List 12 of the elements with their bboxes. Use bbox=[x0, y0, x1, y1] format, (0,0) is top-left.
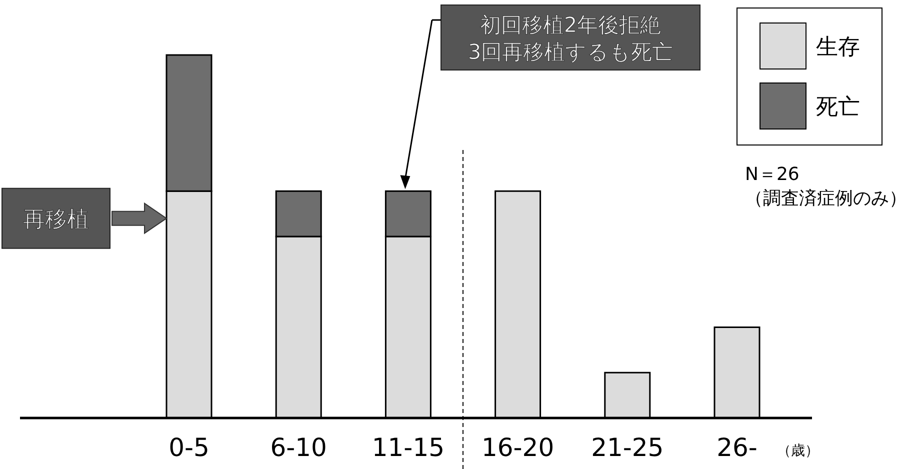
annotation: N＝26 bbox=[745, 164, 800, 185]
x-axis-title: （歳） bbox=[777, 443, 819, 459]
x-tick-label: 26- bbox=[716, 433, 758, 462]
legend-label: 死亡 bbox=[816, 95, 860, 120]
x-tick-label: 0-5 bbox=[168, 433, 210, 462]
text: 再移植 bbox=[23, 207, 89, 232]
x-tick-label: 6-10 bbox=[270, 433, 327, 462]
x-tick-label: 16-20 bbox=[481, 433, 554, 462]
legend-label: 生存 bbox=[816, 35, 860, 60]
x-tick-label: 21-25 bbox=[591, 433, 664, 462]
x-tick-label: 11-15 bbox=[372, 433, 445, 462]
annotation: （調査済症例のみ） bbox=[745, 188, 907, 209]
